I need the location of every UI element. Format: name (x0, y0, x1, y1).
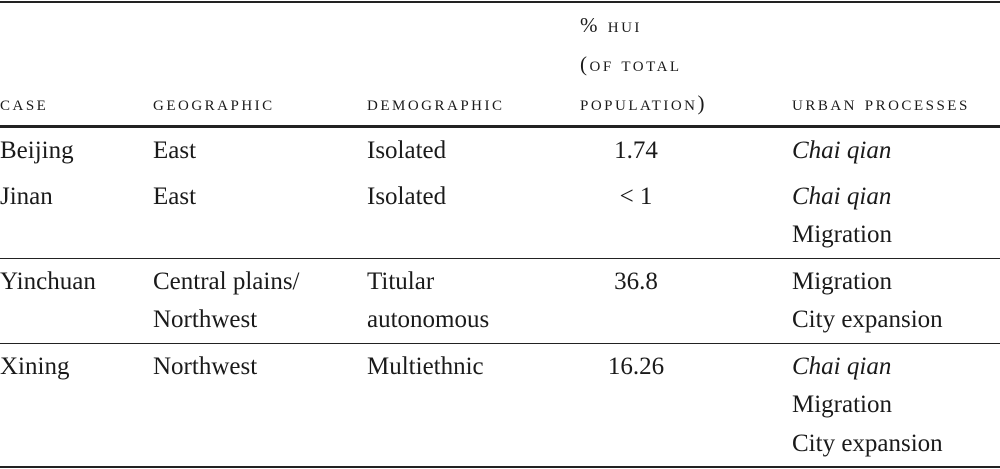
cell-line: Isolated (367, 137, 447, 164)
cell-line: Migration (792, 391, 892, 418)
cell-line: geographic (153, 91, 275, 115)
table-cell: Yinchuan (0, 258, 153, 344)
table-cell: Multiethnic (367, 343, 580, 467)
cell-line: demographic (367, 91, 505, 115)
cell-line: autonomous (367, 306, 490, 333)
table-body: Beijing East Isolated 1.74 Chai qian Jinan Eas… (0, 127, 1000, 468)
cell-line: Titular (367, 267, 435, 295)
table-cell: 36.8 (580, 258, 792, 344)
table-cell: Chai qian Migration (792, 173, 1000, 259)
table-cell: Titular autonomous (367, 258, 580, 344)
table-row: Jinan East Isolated < 1 Chai qian Migration (0, 173, 1000, 259)
cell-line: % hui (580, 13, 642, 37)
column-header: % hui (of total population) (580, 2, 792, 128)
cell-line: Migration (792, 267, 892, 295)
cell-line: urban processes (792, 91, 970, 115)
cell-line: 16.26 (607, 352, 665, 380)
table-row: Beijing East Isolated 1.74 Chai qian (0, 127, 1000, 174)
table-cell: East (153, 173, 367, 259)
table-cell: Xining (0, 343, 153, 467)
cell-line: case (0, 91, 49, 115)
table-cell: < 1 (580, 173, 792, 259)
cell-line: Northwest (153, 352, 258, 380)
table-cell: East (153, 127, 367, 174)
table-cell: Migration City expansion (792, 258, 1000, 344)
cell-line: Multiethnic (367, 352, 484, 380)
cell-line: Jinan (0, 182, 53, 210)
cell-line: East (153, 137, 197, 164)
column-header: case (0, 2, 153, 128)
cell-line: Central plains/ (153, 267, 300, 295)
table-cell: Jinan (0, 173, 153, 259)
cell-line: City expansion (792, 429, 943, 457)
table-cell: Chai qian (792, 127, 1000, 174)
cell-line: Migration (792, 221, 892, 248)
table-cell: Chai qian Migration City expansion (792, 343, 1000, 467)
cell-line: Northwest (153, 306, 258, 333)
column-header: geographic (153, 2, 367, 128)
column-header: demographic (367, 2, 580, 128)
table-cell: Central plains/Northwest (153, 258, 367, 344)
table-cell: Isolated (367, 127, 580, 174)
cell-line: Chai qian (792, 182, 892, 210)
column-header: urban processes (792, 2, 1000, 128)
table-cell: Beijing (0, 127, 153, 174)
cell-line: Beijing (0, 137, 74, 164)
cell-line: < 1 (619, 182, 653, 210)
table-row: Yinchuan Central plains/Northwest Titular a… (0, 258, 1000, 344)
cell-line: (of total (580, 52, 682, 76)
cell-line: Yinchuan (0, 267, 96, 295)
cell-line: East (153, 182, 197, 210)
cell-line: Chai qian (792, 137, 892, 164)
table-row: Xining Northwest Multiethnic 16.26 Chai qian… (0, 343, 1000, 467)
table-cell: 16.26 (580, 343, 792, 467)
cell-line: Isolated (367, 182, 447, 210)
cell-line: Chai qian (792, 352, 892, 380)
cell-line: 1.74 (614, 137, 658, 164)
table-header: case geographic demographic % hui (of total p… (0, 2, 1000, 128)
cell-line: Xining (0, 352, 70, 380)
table-cell: 1.74 (580, 127, 792, 174)
cell-line: City expansion (792, 306, 943, 333)
header-row: case geographic demographic % hui (of total p… (0, 2, 1000, 128)
table-cell: Northwest (153, 343, 367, 467)
table-cell: Isolated (367, 173, 580, 259)
cell-line: 36.8 (614, 267, 658, 295)
cell-line: population) (580, 91, 707, 115)
